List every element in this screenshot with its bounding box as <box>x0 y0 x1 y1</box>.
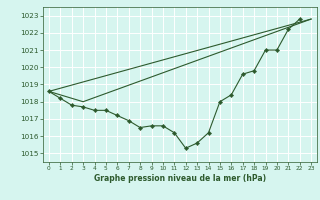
X-axis label: Graphe pression niveau de la mer (hPa): Graphe pression niveau de la mer (hPa) <box>94 174 266 183</box>
